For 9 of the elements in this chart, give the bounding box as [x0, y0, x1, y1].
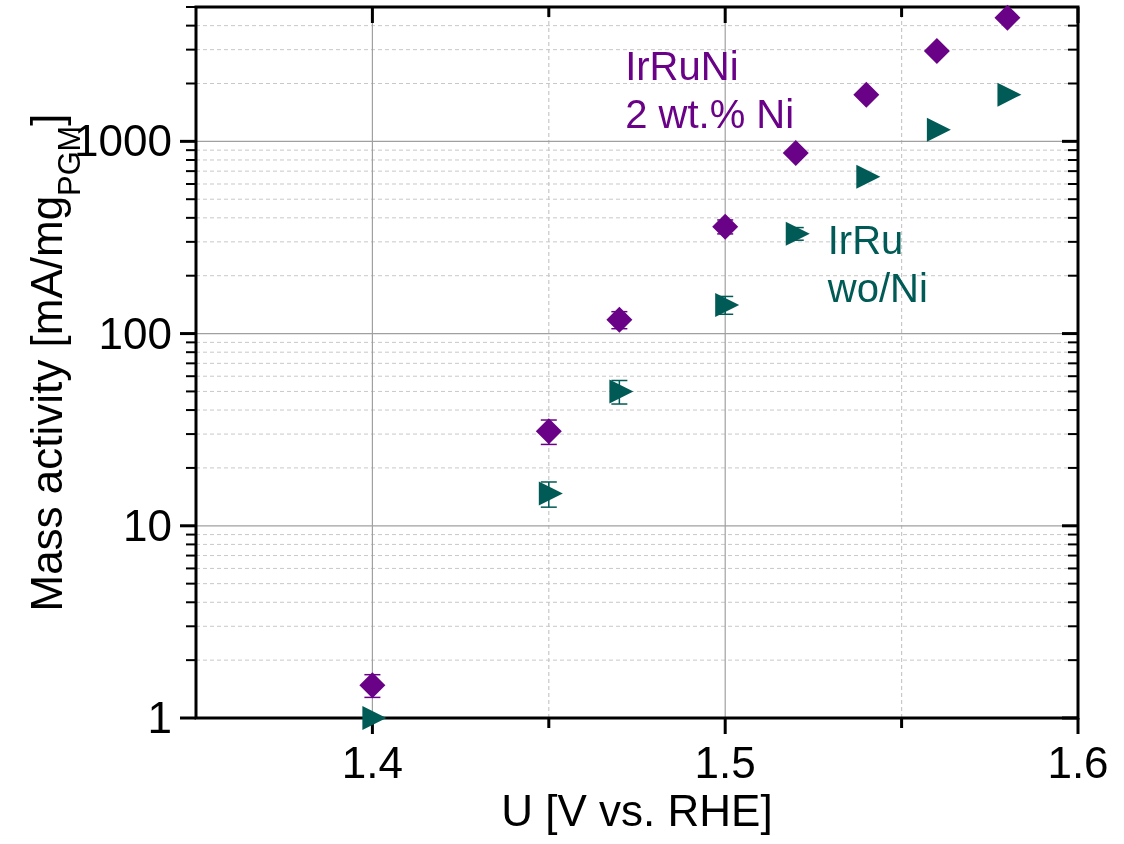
- series-label: IrRuNi 2 wt.% Ni: [625, 44, 795, 136]
- y-tick-label: 1: [147, 693, 172, 742]
- y-tick-label: 100: [98, 308, 172, 358]
- x-axis-title: U [V vs. RHE]: [501, 786, 773, 835]
- x-tick-label: 1.4: [341, 738, 403, 787]
- x-tick-label: 1.5: [694, 738, 756, 787]
- x-tick-label: 1.6: [1047, 738, 1109, 787]
- y-tick-label: 10: [123, 500, 172, 550]
- series-label: IrRu wo/Ni: [826, 217, 928, 310]
